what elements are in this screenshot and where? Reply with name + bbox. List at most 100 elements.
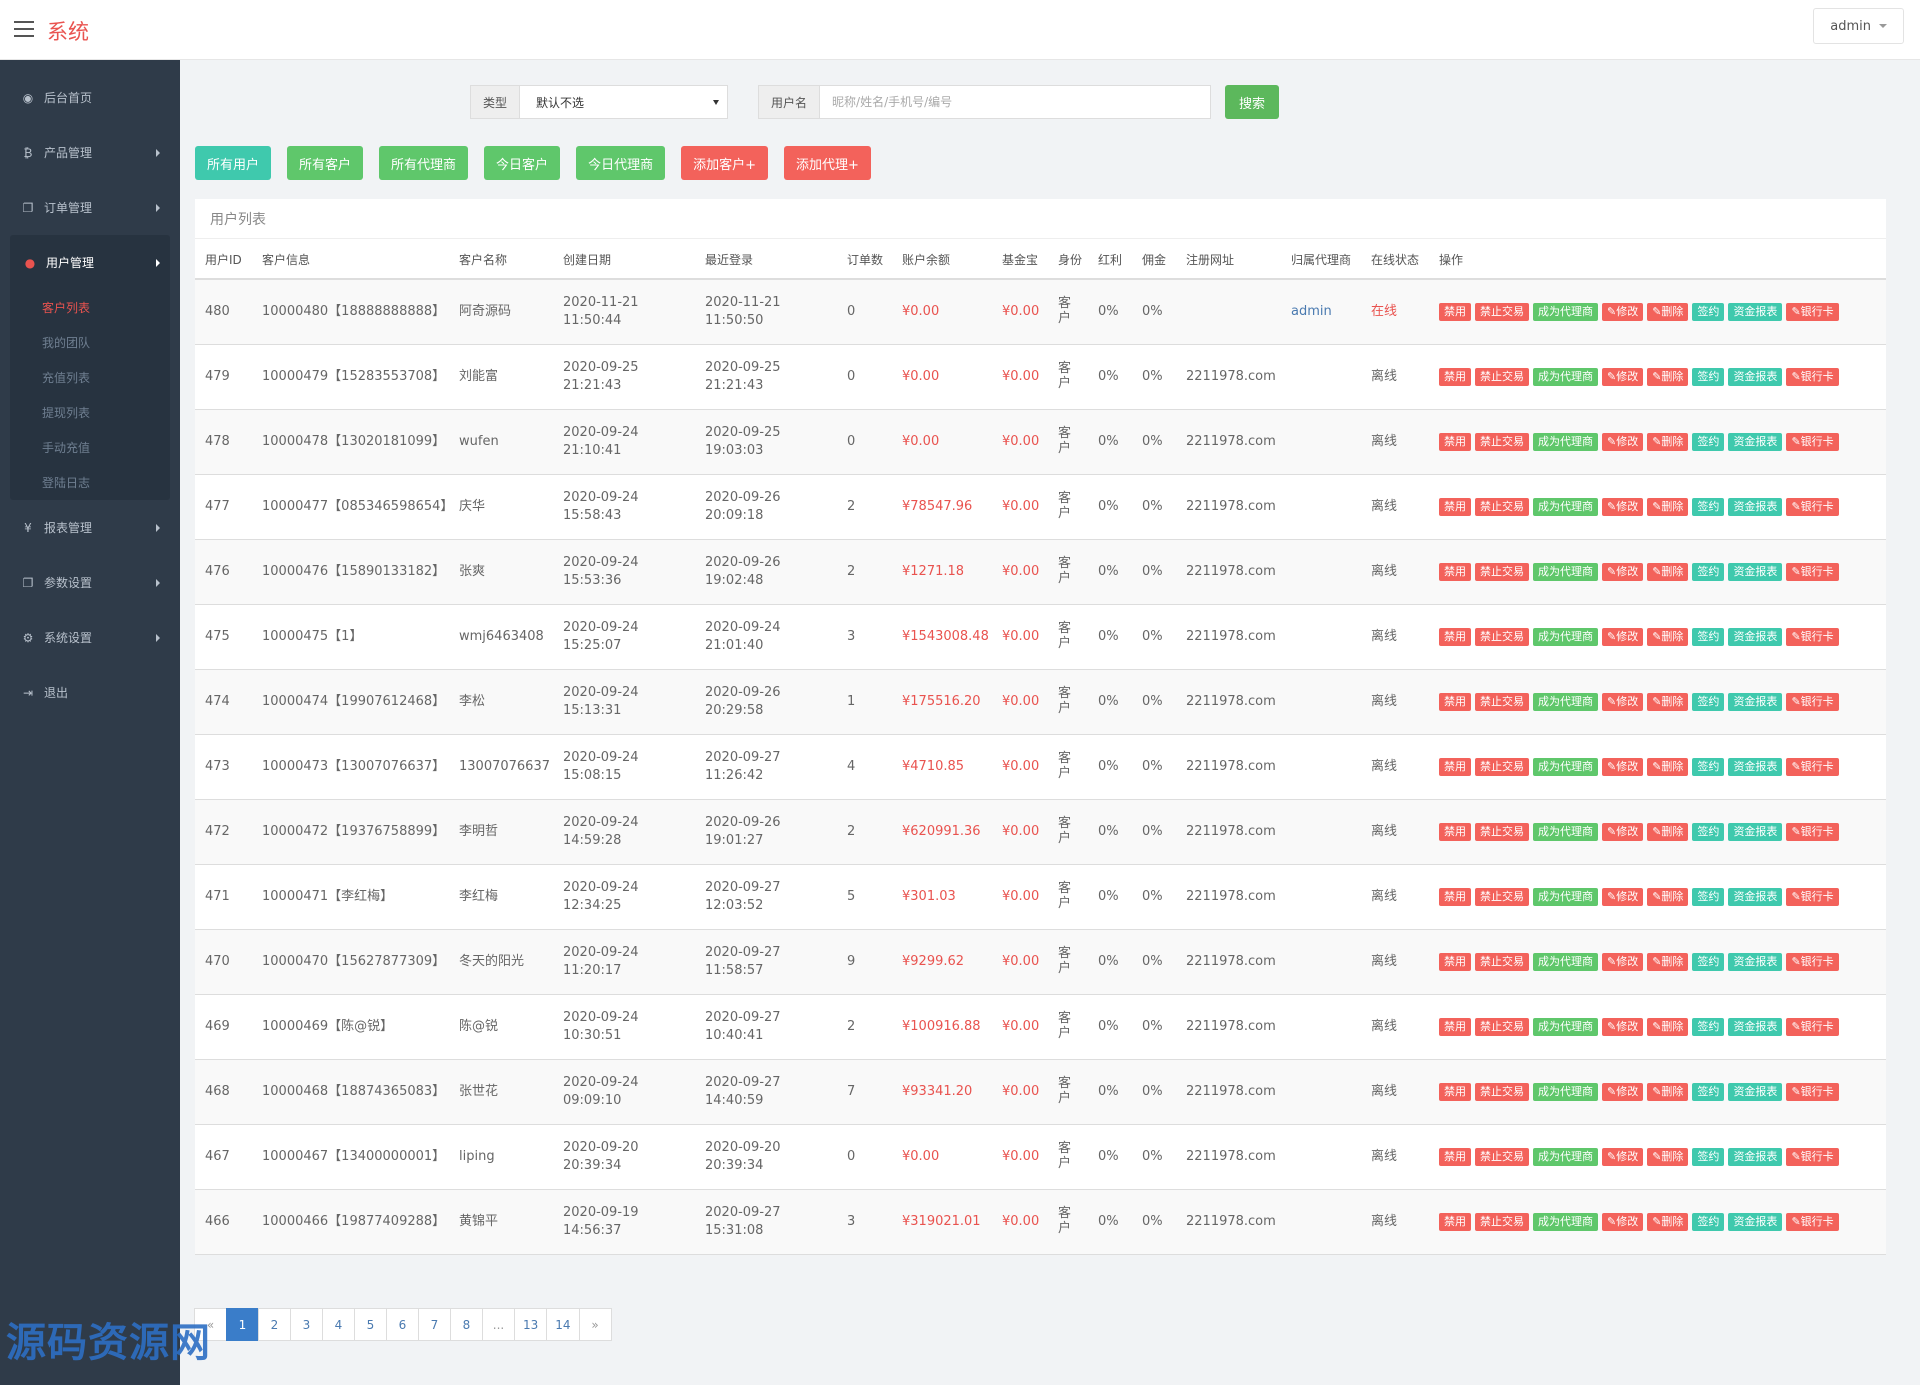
- delete-button[interactable]: ✎删除: [1647, 367, 1689, 386]
- page-button[interactable]: 3: [290, 1308, 323, 1341]
- disable-button[interactable]: 禁用: [1439, 887, 1471, 906]
- bank-card-button[interactable]: ✎银行卡: [1786, 1147, 1839, 1166]
- sidebar-subitem-customer-list[interactable]: 客户列表: [42, 301, 91, 315]
- disable-button[interactable]: 禁用: [1439, 1082, 1471, 1101]
- page-button[interactable]: 13: [514, 1308, 548, 1341]
- fund-report-button[interactable]: 资金报表: [1728, 952, 1783, 971]
- next-page-button[interactable]: »: [578, 1308, 612, 1341]
- ban-trading-button[interactable]: 禁止交易: [1475, 497, 1529, 516]
- make-agent-button[interactable]: 成为代理商: [1533, 952, 1598, 971]
- all-users-button[interactable]: 所有用户: [195, 146, 272, 180]
- delete-button[interactable]: ✎删除: [1647, 562, 1689, 581]
- delete-button[interactable]: ✎删除: [1647, 757, 1689, 776]
- sign-button[interactable]: 签约: [1692, 692, 1725, 711]
- make-agent-button[interactable]: 成为代理商: [1533, 692, 1598, 711]
- edit-button[interactable]: ✎修改: [1602, 692, 1644, 711]
- fund-report-button[interactable]: 资金报表: [1728, 432, 1783, 451]
- sign-button[interactable]: 签约: [1692, 952, 1725, 971]
- make-agent-button[interactable]: 成为代理商: [1533, 562, 1598, 581]
- bank-card-button[interactable]: ✎银行卡: [1786, 887, 1839, 906]
- all-customers-button[interactable]: 所有客户: [287, 146, 364, 180]
- sign-button[interactable]: 签约: [1692, 367, 1725, 386]
- make-agent-button[interactable]: 成为代理商: [1533, 822, 1598, 841]
- fund-report-button[interactable]: 资金报表: [1728, 822, 1783, 841]
- make-agent-button[interactable]: 成为代理商: [1533, 432, 1598, 451]
- bank-card-button[interactable]: ✎银行卡: [1786, 432, 1839, 451]
- delete-button[interactable]: ✎删除: [1647, 1017, 1689, 1036]
- page-button[interactable]: 6: [386, 1308, 419, 1341]
- make-agent-button[interactable]: 成为代理商: [1533, 1082, 1598, 1101]
- sign-button[interactable]: 签约: [1692, 887, 1725, 906]
- edit-button[interactable]: ✎修改: [1602, 627, 1644, 646]
- page-button[interactable]: 5: [354, 1308, 387, 1341]
- ban-trading-button[interactable]: 禁止交易: [1475, 887, 1529, 906]
- disable-button[interactable]: 禁用: [1439, 822, 1471, 841]
- fund-report-button[interactable]: 资金报表: [1728, 627, 1783, 646]
- bank-card-button[interactable]: ✎银行卡: [1786, 562, 1839, 581]
- make-agent-button[interactable]: 成为代理商: [1533, 1017, 1598, 1036]
- bank-card-button[interactable]: ✎银行卡: [1786, 627, 1839, 646]
- user-menu-button[interactable]: admin: [1813, 8, 1904, 44]
- sign-button[interactable]: 签约: [1692, 1017, 1725, 1036]
- sidebar-subitem-recharge-list[interactable]: 充值列表: [42, 371, 91, 385]
- make-agent-button[interactable]: 成为代理商: [1533, 887, 1598, 906]
- bank-card-button[interactable]: ✎银行卡: [1786, 822, 1839, 841]
- search-button[interactable]: 搜索: [1225, 85, 1280, 119]
- disable-button[interactable]: 禁用: [1439, 952, 1471, 971]
- sidebar-item-orders[interactable]: ❐ 订单管理: [0, 180, 180, 235]
- sign-button[interactable]: 签约: [1692, 757, 1725, 776]
- prev-page-button[interactable]: «: [194, 1308, 227, 1341]
- ban-trading-button[interactable]: 禁止交易: [1475, 1212, 1529, 1231]
- make-agent-button[interactable]: 成为代理商: [1533, 1212, 1598, 1231]
- fund-report-button[interactable]: 资金报表: [1728, 367, 1783, 386]
- ban-trading-button[interactable]: 禁止交易: [1475, 562, 1529, 581]
- bank-card-button[interactable]: ✎银行卡: [1786, 757, 1839, 776]
- fund-report-button[interactable]: 资金报表: [1728, 757, 1783, 776]
- page-button[interactable]: 8: [450, 1308, 483, 1341]
- add-customer-button[interactable]: 添加客户+: [681, 146, 768, 180]
- fund-report-button[interactable]: 资金报表: [1728, 1147, 1783, 1166]
- fund-report-button[interactable]: 资金报表: [1728, 887, 1783, 906]
- sign-button[interactable]: 签约: [1692, 432, 1725, 451]
- delete-button[interactable]: ✎删除: [1647, 432, 1689, 451]
- ban-trading-button[interactable]: 禁止交易: [1475, 1017, 1529, 1036]
- edit-button[interactable]: ✎修改: [1602, 1147, 1644, 1166]
- ban-trading-button[interactable]: 禁止交易: [1475, 1082, 1529, 1101]
- ban-trading-button[interactable]: 禁止交易: [1475, 757, 1529, 776]
- fund-report-button[interactable]: 资金报表: [1728, 1082, 1783, 1101]
- sidebar-subitem-withdraw-list[interactable]: 提现列表: [42, 406, 91, 420]
- sidebar-subitem-login-log[interactable]: 登陆日志: [42, 476, 91, 490]
- disable-button[interactable]: 禁用: [1439, 1017, 1471, 1036]
- add-agent-button[interactable]: 添加代理+: [783, 146, 871, 180]
- fund-report-button[interactable]: 资金报表: [1728, 1017, 1783, 1036]
- disable-button[interactable]: 禁用: [1439, 497, 1471, 516]
- fund-report-button[interactable]: 资金报表: [1728, 562, 1783, 581]
- edit-button[interactable]: ✎修改: [1602, 367, 1644, 386]
- fund-report-button[interactable]: 资金报表: [1728, 1212, 1783, 1231]
- sidebar-item-dashboard[interactable]: ◉ 后台首页: [0, 70, 180, 125]
- ban-trading-button[interactable]: 禁止交易: [1475, 432, 1529, 451]
- delete-button[interactable]: ✎删除: [1647, 1212, 1689, 1231]
- ban-trading-button[interactable]: 禁止交易: [1475, 1147, 1529, 1166]
- ban-trading-button[interactable]: 禁止交易: [1475, 367, 1529, 386]
- bank-card-button[interactable]: ✎银行卡: [1786, 952, 1839, 971]
- all-agents-button[interactable]: 所有代理商: [379, 146, 469, 180]
- sidebar-item-products[interactable]: ₿ 产品管理: [0, 125, 180, 180]
- sidebar-item-reports[interactable]: ¥ 报表管理: [0, 500, 180, 555]
- sign-button[interactable]: 签约: [1692, 1147, 1725, 1166]
- sign-button[interactable]: 签约: [1692, 627, 1725, 646]
- sign-button[interactable]: 签约: [1692, 822, 1725, 841]
- ban-trading-button[interactable]: 禁止交易: [1475, 822, 1529, 841]
- make-agent-button[interactable]: 成为代理商: [1533, 302, 1598, 321]
- disable-button[interactable]: 禁用: [1439, 432, 1471, 451]
- search-input[interactable]: [820, 86, 1211, 118]
- edit-button[interactable]: ✎修改: [1602, 432, 1644, 451]
- sidebar-subitem-my-team[interactable]: 我的团队: [42, 336, 91, 350]
- delete-button[interactable]: ✎删除: [1647, 302, 1689, 321]
- fund-report-button[interactable]: 资金报表: [1728, 497, 1783, 516]
- today-customers-button[interactable]: 今日客户: [484, 146, 561, 180]
- bank-card-button[interactable]: ✎银行卡: [1786, 1212, 1839, 1231]
- bank-card-button[interactable]: ✎银行卡: [1786, 1017, 1839, 1036]
- edit-button[interactable]: ✎修改: [1602, 562, 1644, 581]
- delete-button[interactable]: ✎删除: [1647, 1082, 1689, 1101]
